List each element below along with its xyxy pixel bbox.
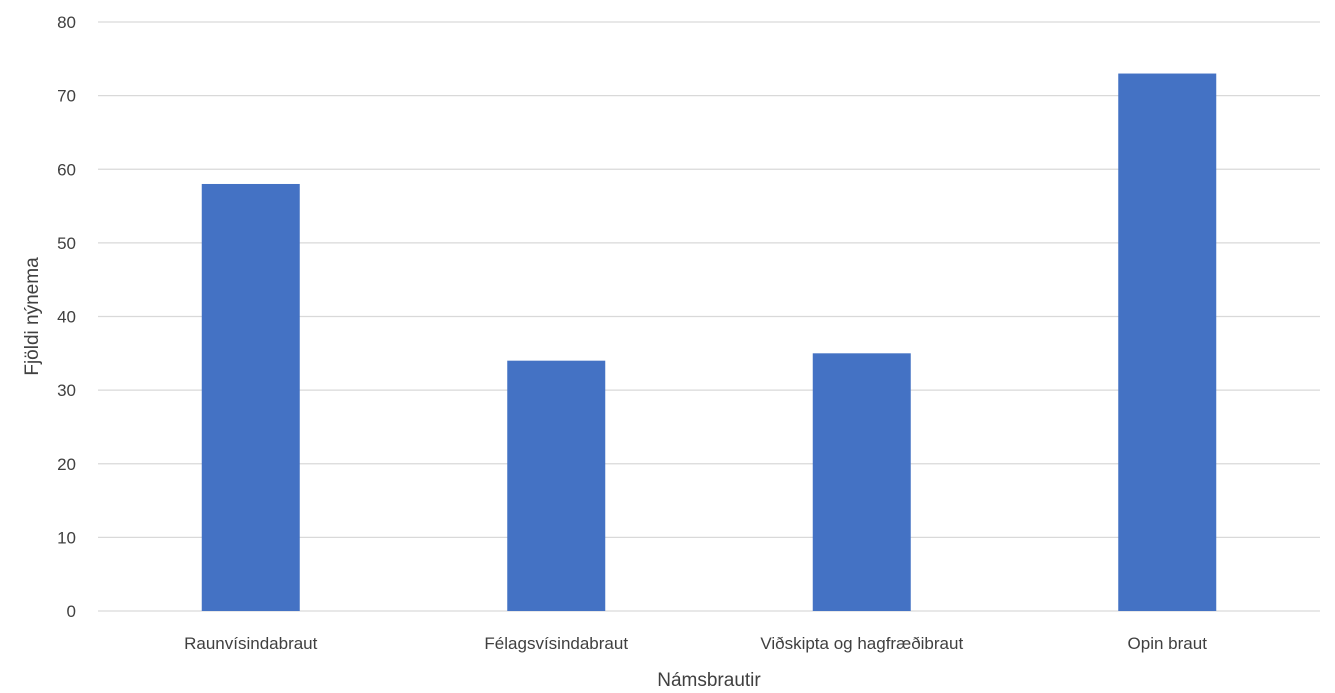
x-tick-label: Félagsvísindabraut: [484, 634, 628, 653]
y-tick-label: 0: [67, 602, 76, 621]
y-tick-label: 60: [57, 160, 76, 179]
x-tick-label: Raunvísindabraut: [184, 634, 318, 653]
bar: [1118, 73, 1217, 612]
y-tick-label: 50: [57, 234, 76, 253]
bar: [201, 183, 300, 611]
y-tick-label: 70: [57, 87, 76, 106]
y-tick-label: 30: [57, 381, 76, 400]
y-tick-label: 80: [57, 13, 76, 32]
gridlines: [98, 21, 1320, 612]
bars: [201, 73, 1217, 612]
x-tick-label: Viðskipta og hagfræðibraut: [760, 634, 963, 653]
y-tick-label: 10: [57, 528, 76, 547]
y-axis-tick-labels: 0 10 20 30 40 50 60 70 80: [57, 13, 76, 621]
x-tick-label: Opin braut: [1128, 634, 1208, 653]
y-tick-label: 20: [57, 455, 76, 474]
y-axis-title: Fjöldi nýnema: [22, 257, 43, 376]
bar: [812, 353, 911, 611]
bar: [507, 360, 606, 611]
x-axis-title: Námsbrautir: [657, 670, 761, 691]
y-tick-label: 40: [57, 308, 76, 327]
x-axis-tick-labels: Raunvísindabraut Félagsvísindabraut Viðski…: [184, 634, 1207, 653]
